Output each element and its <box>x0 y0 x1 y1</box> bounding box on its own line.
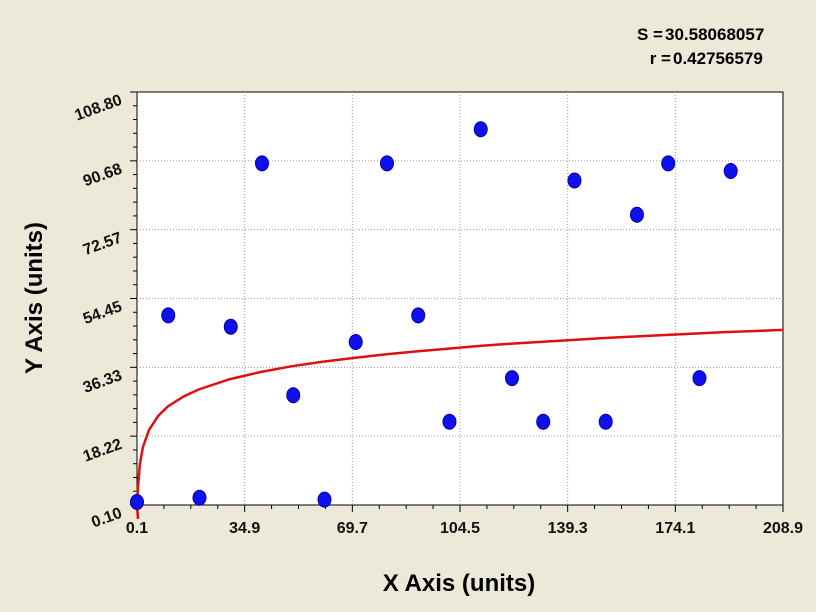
y-tick-label: 36.33 <box>81 367 125 397</box>
x-tick-label: 104.5 <box>440 520 480 537</box>
x-tick-label: 69.7 <box>337 520 368 537</box>
x-tick-label: 0.1 <box>126 520 148 537</box>
data-point <box>317 491 332 508</box>
y-tick-label: 108.80 <box>73 92 125 125</box>
data-point <box>598 413 613 430</box>
x-tick-label: 34.9 <box>229 520 260 537</box>
data-point <box>536 413 551 430</box>
data-point <box>161 307 176 324</box>
data-point <box>223 318 238 335</box>
fit-curve-path <box>135 328 784 506</box>
x-tick-label: 208.9 <box>763 520 803 537</box>
data-point <box>661 155 676 172</box>
s-stat-label: S = <box>637 25 663 44</box>
y-tick-label: 18.22 <box>81 436 125 466</box>
data-point <box>192 489 207 506</box>
data-point <box>411 307 426 324</box>
plot-area <box>136 91 784 506</box>
data-point <box>286 387 301 404</box>
y-tick-label: 90.68 <box>81 161 125 191</box>
s-stat-value: 30.58068057 <box>665 25 764 44</box>
data-point <box>567 172 582 189</box>
r-stat-label: r = <box>650 49 671 68</box>
x-axis-title: X Axis (units) <box>383 570 535 597</box>
x-tick-label: 174.1 <box>655 520 695 537</box>
data-point <box>379 155 394 172</box>
y-tick-label: 0.10 <box>89 505 124 532</box>
x-tick-label: 139.3 <box>548 520 588 537</box>
data-point <box>723 163 738 180</box>
x-tick-labels: 0.1 34.9 69.7 104.5 139.3 174.1 208.9 <box>126 520 803 537</box>
data-point <box>254 155 269 172</box>
data-point <box>504 370 519 387</box>
data-point <box>692 370 707 387</box>
y-axis-title: Y Axis (units) <box>21 222 48 374</box>
data-point <box>130 493 144 510</box>
r-stat-value: 0.42756579 <box>673 49 763 68</box>
y-tick-label: 72.57 <box>81 229 125 259</box>
data-point <box>473 121 488 138</box>
data-point <box>629 206 644 223</box>
data-point <box>442 413 457 430</box>
stats-box: S = 30.58068057 r = 0.42756579 <box>637 25 764 68</box>
y-tick-label: 54.45 <box>81 298 125 328</box>
data-point <box>348 334 363 351</box>
data-points <box>130 121 738 510</box>
y-tick-labels: 0.10 18.22 36.33 54.45 72.57 90.68 108.80 <box>73 92 125 532</box>
